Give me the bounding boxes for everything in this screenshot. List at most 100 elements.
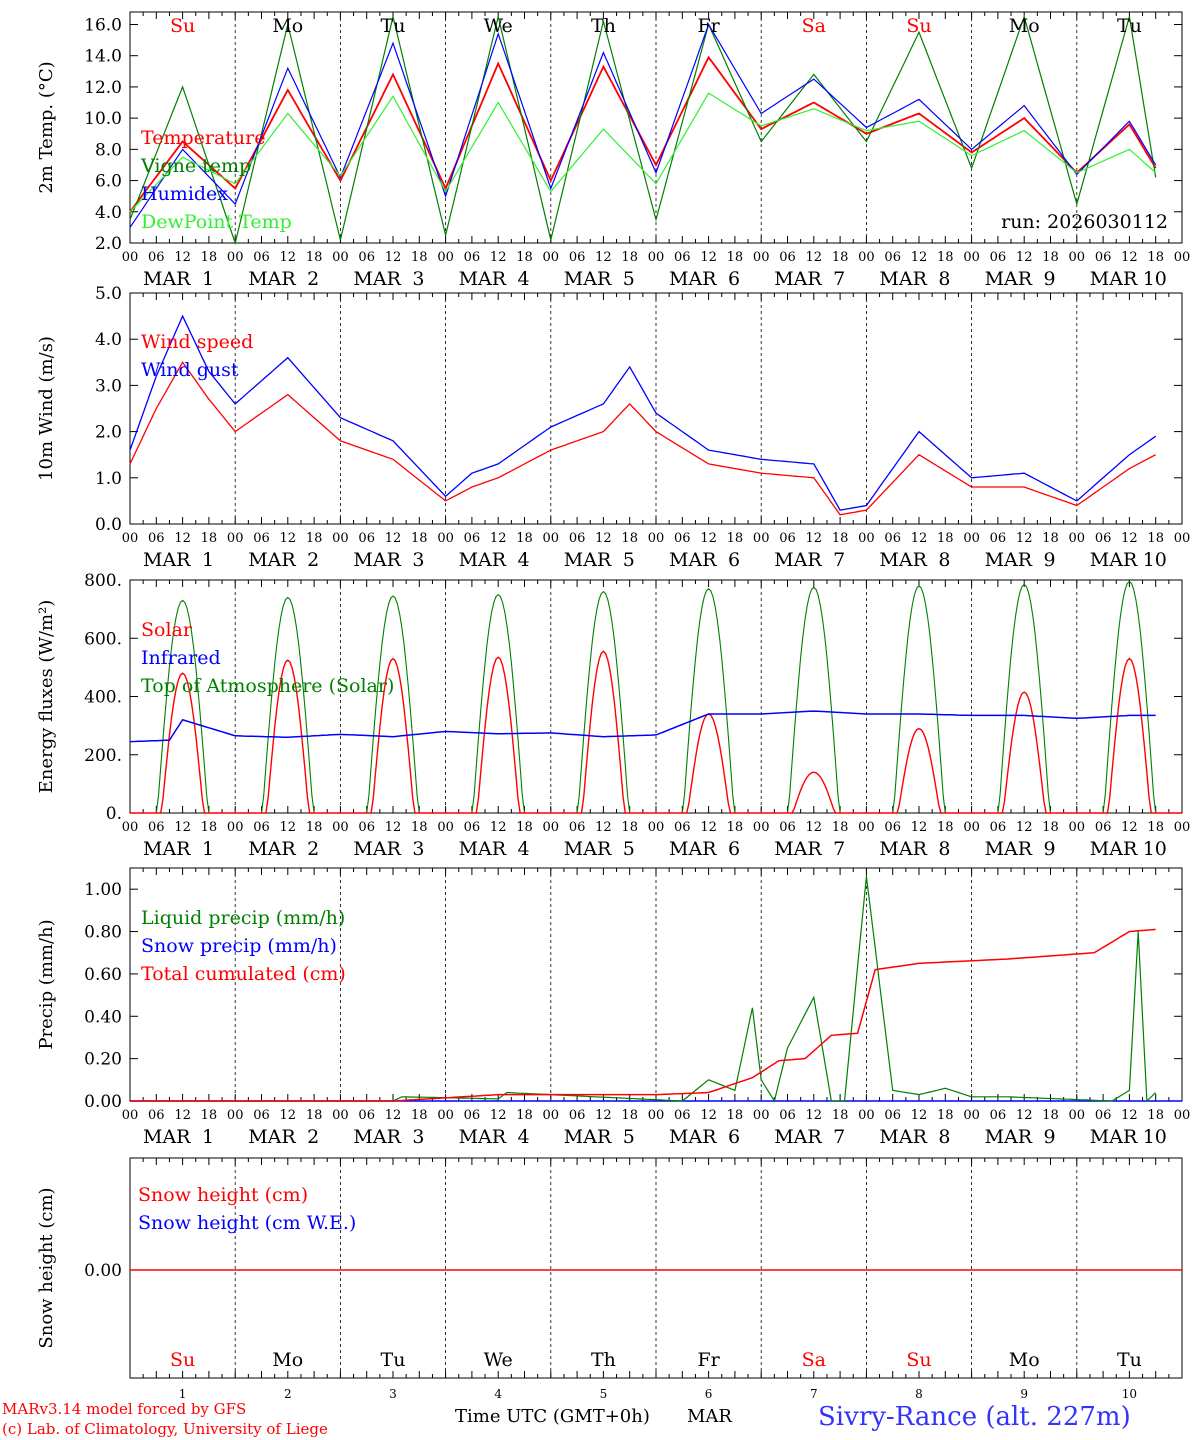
hour-tick-label: 12 [280, 531, 297, 546]
month-label: MAR [564, 838, 612, 860]
date-label: 8 [938, 549, 950, 571]
date-label: 3 [412, 549, 424, 571]
date-label: 5 [623, 549, 635, 571]
month-label: MAR [669, 268, 717, 290]
model-credit: MARv3.14 model forced by GFS [2, 1400, 247, 1418]
hour-tick-label: 18 [1147, 250, 1164, 265]
hour-tick-label: 18 [832, 1108, 849, 1123]
date-label: 7 [810, 1387, 818, 1401]
legend-entry: Snow precip (mm/h) [141, 935, 337, 957]
hour-tick-label: 12 [595, 820, 612, 835]
hour-tick-label: 18 [937, 1108, 954, 1123]
legend-entry: Temperature [141, 127, 265, 149]
month-label: MAR [985, 1126, 1033, 1148]
hour-tick-label: 12 [700, 531, 717, 546]
legend-entry: Vigne temp [140, 155, 251, 177]
hour-tick-label: 00 [122, 1108, 139, 1123]
hour-tick-label: 12 [595, 531, 612, 546]
hour-tick-label: 00 [1174, 820, 1191, 835]
hour-tick-label: 00 [963, 531, 980, 546]
hour-tick-label: 18 [516, 531, 533, 546]
hour-tick-label: 18 [306, 531, 323, 546]
date-label: 7 [833, 268, 845, 290]
hour-tick-label: 06 [779, 820, 796, 835]
y-tick-label: 200. [84, 746, 122, 766]
hour-tick-label: 06 [674, 531, 691, 546]
weekday-label: Tu [381, 1349, 406, 1371]
y-tick-label: 14.0 [84, 47, 122, 67]
hour-tick-label: 06 [358, 531, 375, 546]
hour-tick-label: 18 [411, 531, 428, 546]
hour-tick-label: 12 [911, 531, 928, 546]
month-label: MAR [459, 549, 507, 571]
weekday-label: Th [591, 15, 616, 37]
hour-tick-label: 06 [148, 250, 165, 265]
weekday-label: Mo [272, 15, 303, 37]
month-label: MAR [879, 1126, 927, 1148]
hour-tick-label: 00 [648, 820, 665, 835]
series-line-wind-speed [129, 361, 1157, 516]
hour-tick-label: 18 [727, 820, 744, 835]
hour-tick-label: 06 [148, 531, 165, 546]
hour-tick-label: 12 [174, 1108, 191, 1123]
hour-tick-label: 18 [621, 820, 638, 835]
month-label: MAR [248, 549, 296, 571]
date-label: 1 [202, 549, 214, 571]
month-label: MAR [669, 549, 717, 571]
weekday-label: Mo [1009, 15, 1040, 37]
date-label: 7 [833, 1126, 845, 1148]
hour-tick-label: 18 [411, 1108, 428, 1123]
month-label: MAR [774, 1126, 822, 1148]
date-label: 5 [623, 1126, 635, 1148]
date-label: 4 [494, 1387, 502, 1401]
date-label: 9 [1020, 1387, 1028, 1401]
hour-tick-label: 06 [990, 820, 1007, 835]
hour-tick-label: 00 [227, 531, 244, 546]
hour-tick-label: 06 [253, 250, 270, 265]
date-label: 10 [1143, 838, 1167, 860]
legend-entry: Humidex [141, 183, 228, 205]
hour-tick-label: 00 [543, 820, 560, 835]
y-tick-label: 0.40 [84, 1007, 122, 1027]
lab-credit: (c) Lab. of Climatology, University of L… [2, 1420, 328, 1438]
date-label: 5 [623, 268, 635, 290]
month-label: MAR [143, 1126, 191, 1148]
hour-tick-label: 00 [648, 1108, 665, 1123]
hour-tick-label: 00 [122, 531, 139, 546]
weekday-label: Th [591, 1349, 616, 1371]
date-label: 9 [1044, 838, 1056, 860]
y-tick-label: 400. [84, 688, 122, 708]
month-label: MAR [1090, 549, 1138, 571]
date-label: 1 [179, 1387, 187, 1401]
legend-entry: Wind gust [141, 359, 239, 381]
hour-tick-label: 00 [437, 820, 454, 835]
date-label: 8 [938, 838, 950, 860]
hour-tick-label: 18 [621, 1108, 638, 1123]
hour-tick-label: 06 [253, 531, 270, 546]
month-label: MAR [353, 1126, 401, 1148]
hour-tick-label: 06 [569, 1108, 586, 1123]
y-tick-label: 8.0 [95, 140, 122, 160]
hour-tick-label: 06 [464, 250, 481, 265]
month-label: MAR [459, 268, 507, 290]
hour-tick-label: 06 [148, 820, 165, 835]
hour-tick-label: 18 [937, 820, 954, 835]
hour-tick-label: 06 [358, 820, 375, 835]
hour-tick-label: 00 [332, 250, 349, 265]
hour-tick-label: 06 [779, 250, 796, 265]
hour-tick-label: 00 [648, 250, 665, 265]
weekday-label: Tu [1117, 1349, 1142, 1371]
hour-tick-label: 00 [543, 531, 560, 546]
y-axis-label: Energy fluxes (W/m²) [36, 600, 57, 794]
hour-tick-label: 00 [437, 531, 454, 546]
month-label: MAR [879, 549, 927, 571]
hour-tick-label: 18 [201, 531, 218, 546]
hour-tick-label: 06 [253, 1108, 270, 1123]
hour-tick-label: 12 [280, 1108, 297, 1123]
date-label: 6 [705, 1387, 713, 1401]
hour-tick-label: 06 [464, 820, 481, 835]
weekday-label: Sa [802, 1349, 826, 1371]
month-label: MAR [143, 549, 191, 571]
y-tick-label: 0.0 [95, 515, 122, 535]
y-tick-label: 4.0 [95, 203, 122, 223]
